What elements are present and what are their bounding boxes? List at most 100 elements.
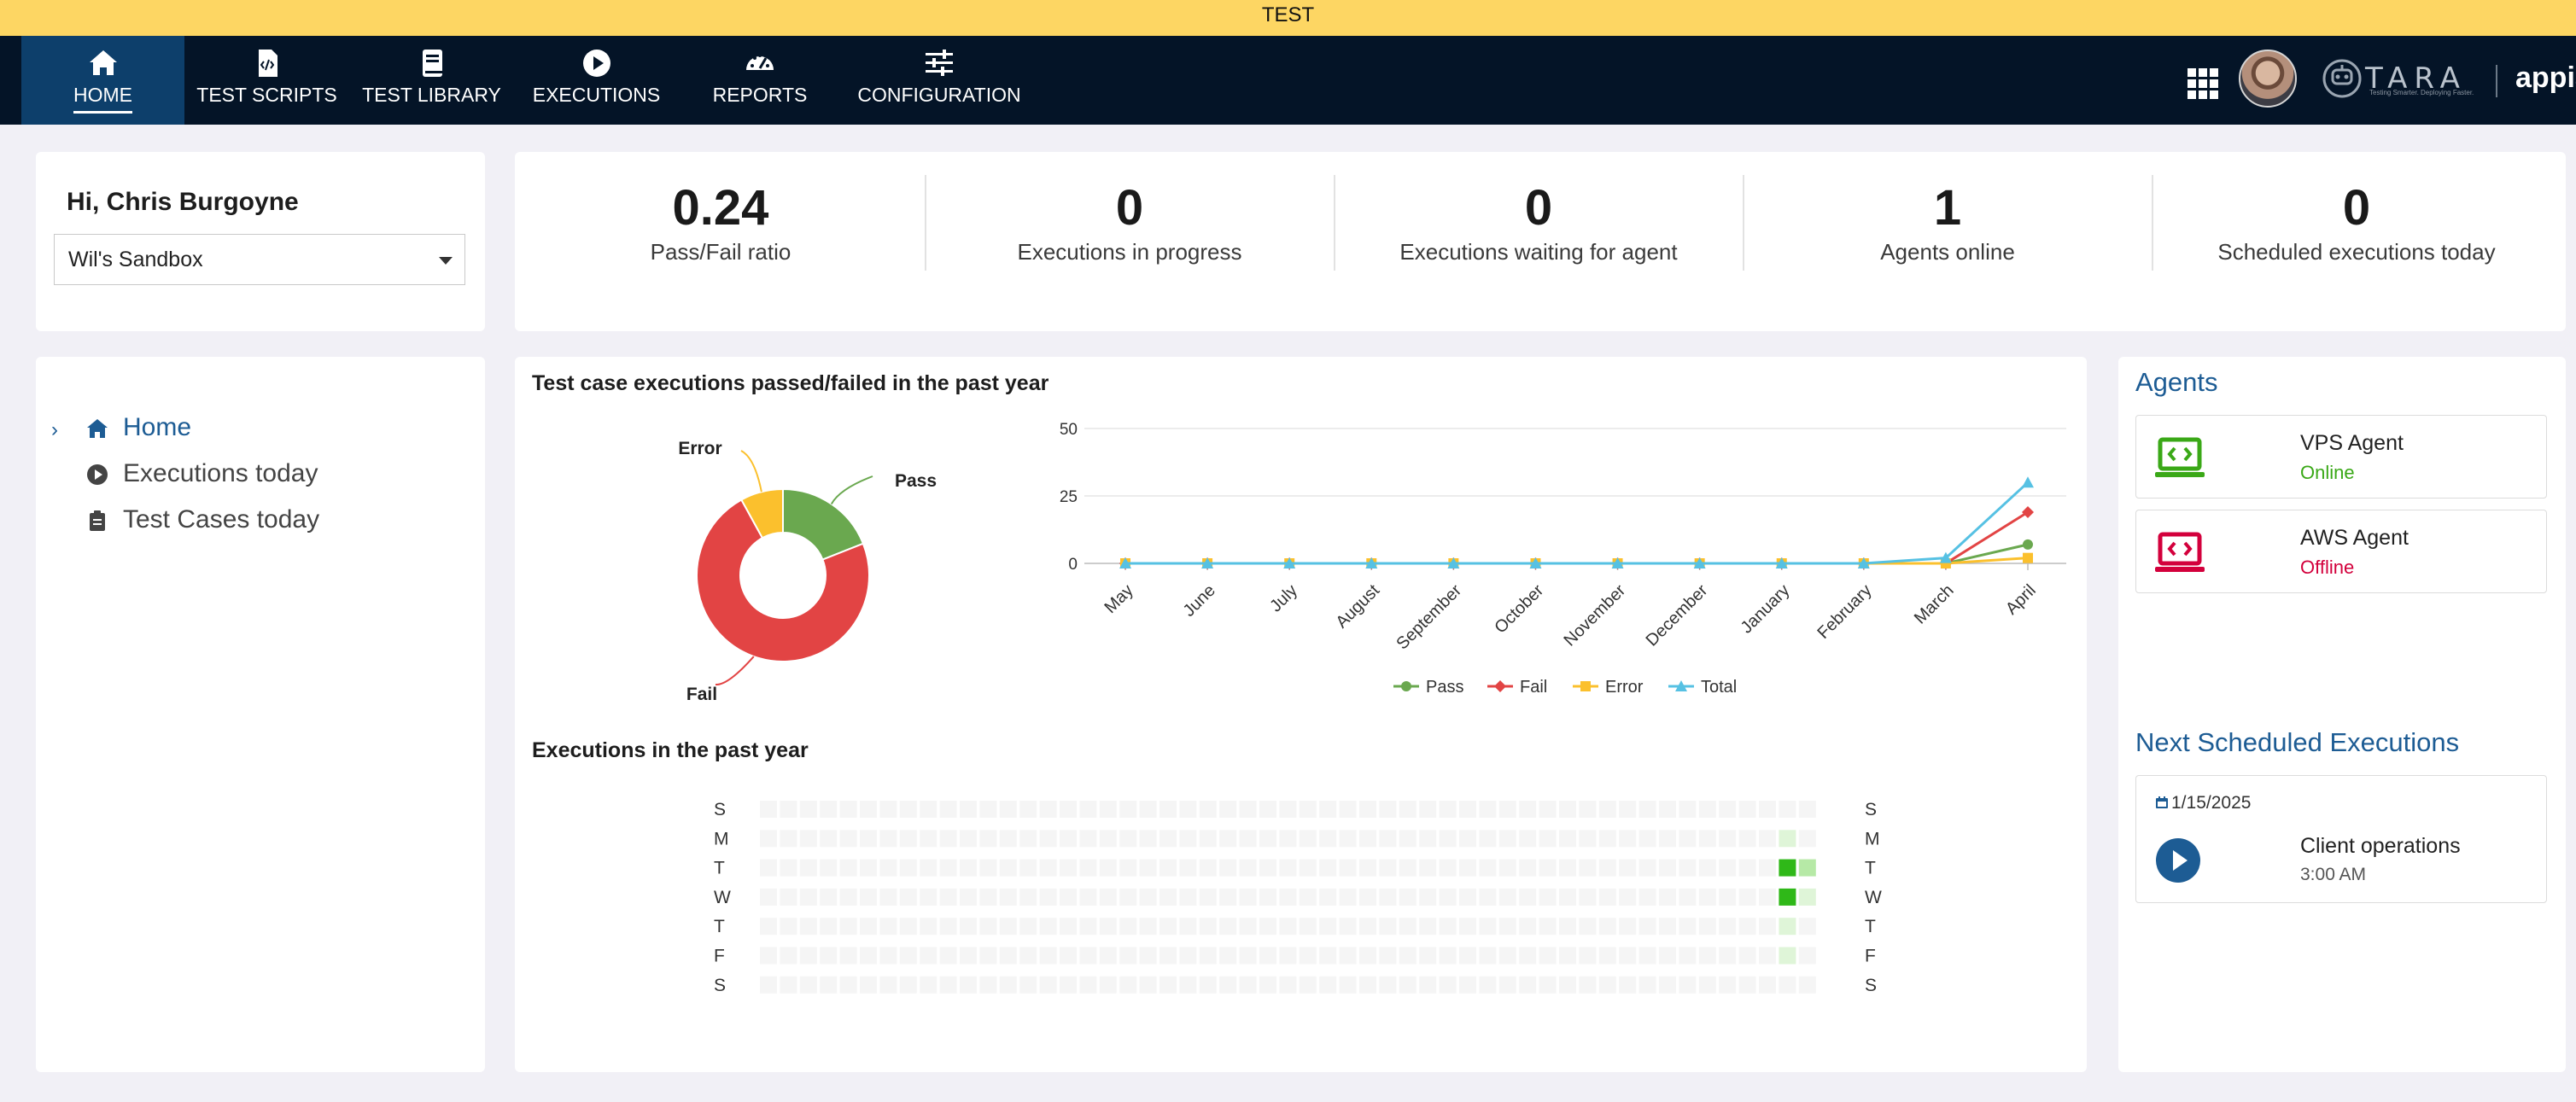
heatmap-cell: [860, 976, 877, 994]
agent-card-vps[interactable]: VPS Agent Online: [2135, 415, 2547, 499]
heatmap-cell: [1060, 888, 1077, 906]
x-tick-label: September: [1393, 580, 1465, 653]
heatmap-cell: [839, 976, 857, 994]
scheduled-date: 1/15/2025: [2155, 793, 2251, 813]
heatmap-cell: [1239, 918, 1257, 936]
donut-slice-fail: [696, 499, 870, 662]
heatmap-cell: [879, 976, 897, 994]
heatmap-cell: [1179, 888, 1197, 906]
nav-divider: [2496, 65, 2497, 97]
heatmap-cell: [1619, 918, 1637, 936]
heatmap-cell: [1399, 976, 1417, 994]
heatmap-cell: [1579, 888, 1597, 906]
heatmap-cell: [1379, 888, 1397, 906]
heatmap-cell: [1119, 859, 1137, 877]
legend-marker: [1401, 681, 1411, 691]
heatmap-cell: [879, 830, 897, 848]
heatmap-cell: [1299, 947, 1317, 965]
heatmap-cell: [1498, 888, 1516, 906]
heatmap-cell: [1579, 830, 1597, 848]
heatmap-cell: [1579, 918, 1597, 936]
application-select[interactable]: Wil's Sandbox: [54, 234, 465, 285]
heatmap-cell: [760, 976, 777, 994]
heatmap-cell: [899, 947, 917, 965]
executions-chart-title: Test case executions passed/failed in th…: [532, 371, 1049, 395]
kpi-label: Agents online: [1880, 239, 2015, 265]
data-point-total: [1365, 557, 1378, 568]
heatmap-cell: [1259, 801, 1276, 818]
nav-executions[interactable]: EXECUTIONS: [514, 36, 679, 125]
heatmap-chart: S SM MT TW WT TF FS S: [714, 800, 1882, 995]
data-point-total: [1201, 557, 1214, 568]
heatmap-cell: [1319, 801, 1337, 818]
kpi-divider: [925, 175, 926, 271]
heatmap-cell: [1719, 859, 1737, 877]
heatmap-cell: [1479, 947, 1497, 965]
user-avatar[interactable]: [2239, 50, 2297, 108]
heatmap-cell: [1598, 801, 1616, 818]
nav-test-library[interactable]: TEST LIBRARY: [349, 36, 514, 125]
heatmap-cell: [1519, 801, 1537, 818]
heatmap-cell: [1619, 947, 1637, 965]
line-chart: 0 25 50 May June July August September October No…: [1060, 421, 2066, 697]
sliders-icon: [926, 50, 953, 76]
heatmap-cell: [860, 888, 877, 906]
heatmap-cell: [1779, 830, 1796, 848]
next-scheduled-title: Next Scheduled Executions: [2135, 727, 2460, 757]
heatmap-cell: [1498, 830, 1516, 848]
day-label-left: T: [714, 859, 725, 878]
heatmap-cell: [920, 888, 938, 906]
nav-configuration[interactable]: CONFIGURATION: [841, 36, 1037, 125]
scheduled-execution-card[interactable]: 1/15/2025 Client operations 3:00 AM: [2135, 775, 2547, 903]
grid-icon[interactable]: [2186, 67, 2220, 101]
heatmap-cell: [1319, 888, 1337, 906]
heatmap-cell: [1638, 918, 1656, 936]
day-label-left: W: [714, 888, 731, 907]
agent-name: VPS Agent: [2300, 431, 2404, 455]
heatmap-cell: [1039, 947, 1057, 965]
nav-test-scripts[interactable]: TEST SCRIPTS: [184, 36, 349, 125]
heatmap-cell: [1099, 801, 1117, 818]
heatmap-cell: [839, 888, 857, 906]
sidebar-item-label: Home: [123, 413, 192, 441]
heatmap-cell: [1779, 976, 1796, 994]
heatmap-cell: [1679, 918, 1697, 936]
series-line-fail: [1125, 510, 2029, 565]
heatmap-cell: [780, 801, 797, 818]
heatmap-cell: [879, 859, 897, 877]
nav-home[interactable]: HOME: [21, 36, 184, 125]
day-label-right: S: [1865, 976, 1877, 995]
legend-label: Error: [1605, 678, 1644, 697]
play-circle-icon[interactable]: [2155, 837, 2201, 883]
heatmap-cell: [820, 976, 838, 994]
agent-card-aws[interactable]: AWS Agent Offline: [2135, 510, 2547, 593]
heatmap-cell: [979, 888, 997, 906]
heatmap-cell: [1738, 918, 1756, 936]
heatmap-cell: [1798, 830, 1816, 848]
heatmap-cell: [1419, 976, 1437, 994]
heatmap-cell: [1539, 976, 1557, 994]
heatmap-cell: [1779, 801, 1796, 818]
nav-reports[interactable]: REPORTS: [679, 36, 841, 125]
scheduled-name: Client operations: [2300, 834, 2461, 858]
data-point-total: [1283, 557, 1296, 568]
heatmap-cell: [879, 947, 897, 965]
heatmap-cell: [1598, 918, 1616, 936]
heatmap-cell: [1759, 918, 1776, 936]
donut-connector: [830, 475, 873, 504]
heatmap-cell: [760, 830, 777, 848]
heatmap-cell: [820, 801, 838, 818]
heatmap-cell: [1279, 888, 1297, 906]
play-circle-icon: [582, 50, 610, 77]
legend-label: Pass: [1426, 678, 1463, 697]
heatmap-cell: [1638, 976, 1656, 994]
heatmap-cell: [1099, 918, 1117, 936]
heatmap-cell: [1479, 830, 1497, 848]
legend-marker: [1580, 681, 1591, 691]
heatmap-cell: [1738, 859, 1756, 877]
heatmap-cell: [1638, 830, 1656, 848]
heatmap-cell: [1439, 918, 1457, 936]
heatmap-cell: [1539, 830, 1557, 848]
heatmap-cell: [1259, 918, 1276, 936]
heatmap-cell: [1679, 947, 1697, 965]
